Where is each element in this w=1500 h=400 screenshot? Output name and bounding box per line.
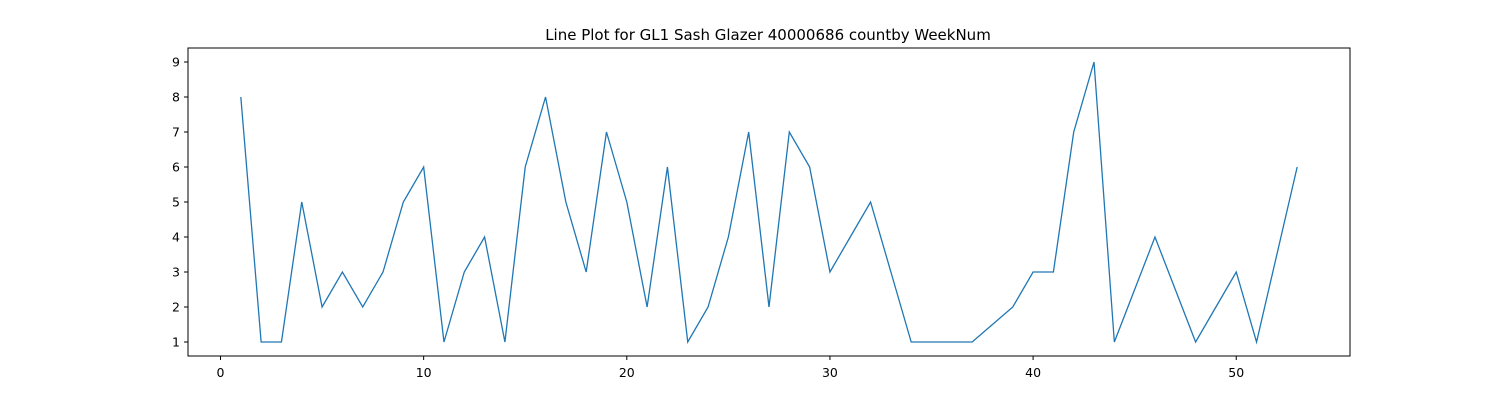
y-tick-label-6: 6 (172, 160, 180, 175)
y-tick-label-5: 5 (172, 195, 180, 210)
x-tick-label-20: 20 (619, 365, 635, 380)
y-tick-label-8: 8 (172, 90, 180, 105)
plot-area (240, 61, 1298, 345)
series-line-0 (240, 61, 1298, 345)
chart-title: Line Plot for GL1 Sash Glazer 40000686 c… (545, 26, 991, 44)
y-tick-label-7: 7 (172, 125, 180, 140)
x-axis: 0 10 20 30 40 50 (217, 356, 1244, 380)
y-tick-label-3: 3 (172, 265, 180, 280)
y-tick-label-4: 4 (172, 230, 180, 245)
x-tick-label-0: 0 (217, 365, 225, 380)
x-tick-label-40: 40 (1025, 365, 1041, 380)
x-tick-label-30: 30 (822, 365, 838, 380)
x-tick-label-10: 10 (416, 365, 432, 380)
y-tick-label-9: 9 (172, 55, 180, 70)
y-tick-label-2: 2 (172, 300, 180, 315)
x-tick-label-50: 50 (1228, 365, 1244, 380)
plot-frame (187, 47, 1351, 357)
y-tick-label-1: 1 (172, 335, 180, 350)
y-axis: 1 2 3 4 5 6 7 8 9 (172, 55, 188, 350)
